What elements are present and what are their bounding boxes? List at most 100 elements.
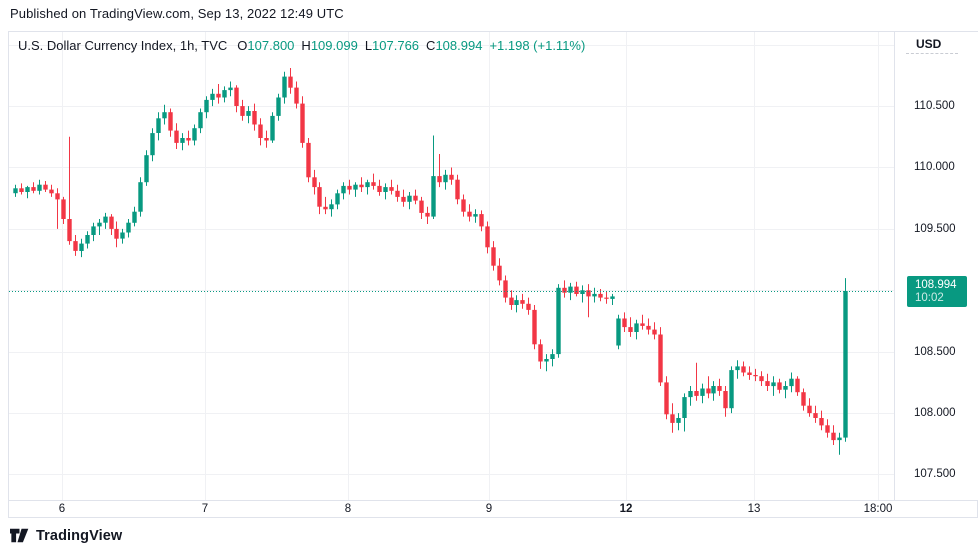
candle-body <box>97 222 102 227</box>
candle-body <box>168 112 173 131</box>
candle-body <box>664 382 669 415</box>
time-axis-label: 12 <box>619 503 633 515</box>
tradingview-icon <box>10 528 29 543</box>
candle-body <box>819 418 824 426</box>
candle-body <box>282 76 287 98</box>
candle-body <box>843 291 848 438</box>
price-axis-label: 108.500 <box>914 346 956 358</box>
time-axis[interactable]: 6 7 8 9 12 13 18:00 <box>9 500 977 517</box>
candle-body <box>431 176 436 217</box>
symbol-title: U.S. Dollar Currency Index, 1h, TVC <box>18 38 228 53</box>
candle-body <box>485 226 490 248</box>
price-axis-label: 110.000 <box>914 161 955 173</box>
candle-body <box>174 130 179 143</box>
candle-body <box>837 437 842 441</box>
candle-body <box>91 226 96 235</box>
time-axis-label: 18:00 <box>863 503 893 515</box>
candle-body <box>252 111 257 125</box>
chart-frame: U.S. Dollar Currency Index, 1h, TVC O107.… <box>8 31 978 518</box>
candle-body <box>204 99 209 113</box>
candle-body <box>694 391 699 396</box>
candle-body <box>562 287 567 293</box>
candle-body <box>473 214 478 217</box>
candle-body <box>156 118 161 133</box>
candle-body <box>240 106 245 116</box>
candle-body <box>777 382 782 390</box>
candle-body <box>419 200 424 213</box>
candle-body <box>162 112 167 119</box>
candle-body <box>294 87 299 104</box>
candle-body <box>491 247 496 266</box>
current-price-time: 10:02 <box>915 292 944 304</box>
candle-body <box>544 359 549 362</box>
candle-body <box>353 184 358 190</box>
candle-body <box>688 391 693 398</box>
candle-body <box>646 325 651 330</box>
candle-body <box>61 199 66 219</box>
candle-body <box>132 211 137 223</box>
candle-body <box>150 133 155 156</box>
chart-plot-area[interactable]: U.S. Dollar Currency Index, 1h, TVC O107.… <box>9 32 894 500</box>
candle-body <box>383 187 388 192</box>
candle-body <box>120 232 125 239</box>
candle-body <box>706 388 711 394</box>
candle-body <box>79 243 84 251</box>
candle-body <box>467 211 472 217</box>
current-price-badge: 108.994 10:02 <box>907 276 967 307</box>
candle-body <box>109 216 114 229</box>
candle-body <box>568 286 573 293</box>
candle-body <box>198 112 203 129</box>
candle-body <box>329 204 334 210</box>
candle-body <box>514 300 519 305</box>
time-axis-label: 6 <box>58 503 66 515</box>
candlestick-canvas <box>9 32 894 500</box>
candle-body <box>288 76 293 88</box>
candle-body <box>723 391 728 409</box>
candle-body <box>765 381 770 386</box>
candle-body <box>538 344 543 362</box>
candle-body <box>323 206 328 210</box>
time-axis-label: 9 <box>485 503 493 515</box>
candle-body <box>747 372 752 375</box>
candle-body <box>144 155 149 183</box>
candle-body <box>114 228 119 239</box>
price-axis[interactable]: USD 110.500 110.000 109.500 108.500 108.000 1… <box>894 32 978 500</box>
candle-body <box>126 222 131 233</box>
candle-body <box>73 241 78 251</box>
ohlc-low: L107.766 <box>364 38 420 53</box>
candle-body <box>503 280 508 298</box>
price-axis-separator <box>906 53 958 54</box>
candle-body <box>831 432 836 441</box>
candle-body <box>347 185 352 190</box>
candle-body <box>37 184 42 191</box>
tradingview-logo[interactable]: TradingView <box>10 527 122 544</box>
candle-body <box>210 93 215 100</box>
currency-label: USD <box>916 37 942 51</box>
candle-body <box>676 418 681 423</box>
candle-body <box>25 187 30 192</box>
candle-body <box>509 297 514 305</box>
price-change: +1.198 (+1.11%) <box>489 38 586 53</box>
candle-body <box>700 388 705 396</box>
candle-body <box>640 323 645 326</box>
candle-body <box>735 366 740 371</box>
candle-body <box>401 196 406 202</box>
candle-body <box>425 212 430 217</box>
candle-body <box>407 195 412 202</box>
candle-body <box>497 265 502 281</box>
price-axis-label: 109.500 <box>914 223 956 235</box>
candle-body <box>610 296 615 299</box>
candle-body <box>682 397 687 418</box>
time-axis-label: 8 <box>344 503 352 515</box>
candle-body <box>759 376 764 382</box>
candle-body <box>479 214 484 227</box>
candle-body <box>711 386 716 394</box>
candle-body <box>222 90 227 98</box>
time-axis-label: 13 <box>747 503 761 515</box>
candle-body <box>371 182 376 186</box>
candle-body <box>264 138 269 141</box>
candle-body <box>186 138 191 141</box>
candle-body <box>801 392 806 406</box>
candle-body <box>461 199 466 212</box>
